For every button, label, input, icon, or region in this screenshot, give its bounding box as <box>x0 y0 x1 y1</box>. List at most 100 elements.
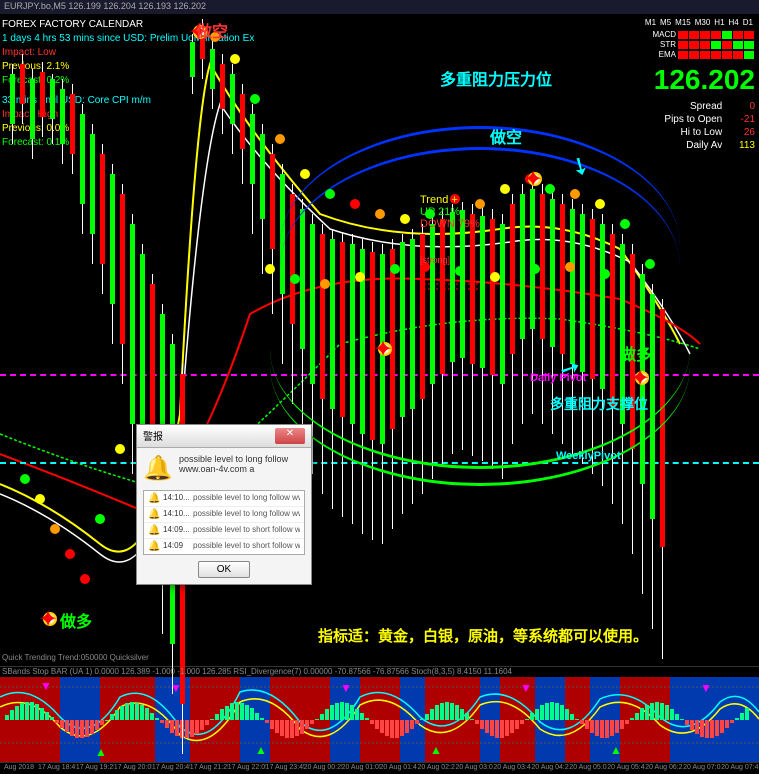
time-tick: 17 Aug 19:25 <box>76 763 114 774</box>
histogram-bar <box>205 720 209 725</box>
histogram-bar <box>505 720 509 736</box>
oscillator-panel[interactable]: SBands Stop BAR (UA 1) 0.0000 126.389 -1… <box>0 666 759 762</box>
histogram-bar <box>545 703 549 720</box>
signal-dot <box>115 444 125 454</box>
indicator-arrow-icon: ▲ <box>610 743 622 757</box>
histogram-bar <box>325 709 329 720</box>
popup-close-button[interactable]: ✕ <box>275 428 305 444</box>
alert-list-item[interactable]: 🔔14:09...possible level to short follow … <box>144 523 304 539</box>
time-tick: 20 Aug 02:25 <box>417 763 455 774</box>
histogram-bar <box>330 705 334 720</box>
popup-alert-list[interactable]: 🔔14:10...possible level to long follow w… <box>143 490 305 555</box>
histogram-bar <box>670 709 674 720</box>
alert-list-item[interactable]: 🔔14:10...possible level to long follow w… <box>144 491 304 507</box>
main-chart[interactable]: FOREX FACTORY CALENDAR 1 days 4 hrs 53 m… <box>0 14 759 664</box>
histogram-bar <box>700 720 704 736</box>
histogram-bar <box>650 703 654 720</box>
signal-dot <box>565 262 575 272</box>
signal-dot <box>50 524 60 534</box>
signal-dot <box>570 189 580 199</box>
histogram-bar <box>590 720 594 733</box>
alert-popup[interactable]: 警报 ✕ 🔔 possible level to long follow www… <box>136 424 312 585</box>
bell-small-icon: 🔔 <box>148 541 160 552</box>
histogram-bar <box>290 720 294 738</box>
annotation-long-bot: 做多 <box>620 341 652 365</box>
bell-small-icon: 🔔 <box>148 493 160 504</box>
histogram-bar <box>680 719 684 720</box>
histogram-bar <box>295 720 299 736</box>
histogram-bar <box>380 720 384 733</box>
histogram-bar <box>320 714 324 720</box>
histogram-bar <box>705 720 709 738</box>
signal-dot <box>350 199 360 209</box>
time-tick: 20 Aug 01:45 <box>380 763 418 774</box>
signal-dot <box>355 272 365 282</box>
histogram-bar <box>595 720 599 736</box>
histogram-bar <box>210 719 214 720</box>
histogram-bar <box>10 710 14 720</box>
histogram-bar <box>450 703 454 720</box>
alert-list-item[interactable]: 🔔14:09possible level to short follow www… <box>144 539 304 554</box>
histogram-bar <box>660 703 664 720</box>
histogram-bar <box>70 720 74 736</box>
histogram-bar <box>410 720 414 729</box>
signal-dot <box>265 264 275 274</box>
trend-info: Trend + UP 21% DOWN 79% [strong] <box>420 194 480 265</box>
indicator-arrow-icon: ▼ <box>520 681 532 695</box>
alert-list-item[interactable]: 🔔14:10...possible level to long follow w… <box>144 507 304 523</box>
histogram-bar <box>420 719 424 720</box>
histogram-bar <box>350 705 354 720</box>
bell-small-icon: 🔔 <box>148 525 160 536</box>
signal-dot <box>545 184 555 194</box>
histogram-bar <box>675 714 679 720</box>
histogram-bar <box>315 719 319 720</box>
histogram-bar <box>25 702 29 720</box>
histogram-bar <box>140 705 144 720</box>
title-bar: EURJPY.bo,M5 126.199 126.204 126.193 126… <box>0 0 759 14</box>
histogram-bar <box>370 720 374 724</box>
histogram-bar <box>195 720 199 734</box>
histogram-bar <box>725 720 729 728</box>
histogram-bar <box>630 718 634 720</box>
annotation-resistance: 多重阻力压力位 <box>440 66 552 90</box>
histogram-bar <box>525 719 529 721</box>
popup-message: possible level to long follow www.oan-4v… <box>179 454 305 474</box>
time-tick: 20 Aug 06:25 <box>645 763 683 774</box>
signal-dot <box>80 574 90 584</box>
signal-dot <box>620 219 630 229</box>
time-tick: 17 Aug 21:25 <box>190 763 228 774</box>
histogram-bar <box>55 720 59 723</box>
sun-marker-icon <box>525 169 545 189</box>
time-tick: 17 Aug 23:45 <box>266 763 304 774</box>
histogram-bar <box>150 713 154 720</box>
trend-strong: [strong] <box>420 255 480 265</box>
histogram-bar <box>130 702 134 720</box>
histogram-bar <box>585 720 589 729</box>
histogram-bar <box>280 720 284 736</box>
histogram-bar <box>355 709 359 720</box>
annotation-support: 多重阻力支撑位 <box>550 394 648 414</box>
time-tick: 20 Aug 03:45 <box>493 763 531 774</box>
histogram-bar <box>665 705 669 720</box>
histogram-bar <box>215 714 219 720</box>
histogram-bar <box>50 717 54 720</box>
histogram-bar <box>335 703 339 720</box>
histogram-bar <box>145 708 149 720</box>
histogram-bar <box>715 720 719 736</box>
histogram-bar <box>45 712 49 720</box>
histogram-bar <box>175 720 179 736</box>
popup-titlebar[interactable]: 警报 ✕ <box>137 425 311 448</box>
histogram-bar <box>240 703 244 720</box>
signal-dot <box>250 94 260 104</box>
histogram-bar <box>620 720 624 729</box>
histogram-bar <box>500 720 504 738</box>
histogram-bar <box>385 720 389 736</box>
popup-ok-button[interactable]: OK <box>198 561 250 578</box>
time-tick: 20 Aug 07:05 <box>683 763 721 774</box>
histogram-bar <box>405 720 409 733</box>
signal-dot <box>600 269 610 279</box>
support-arc-outer <box>270 246 690 486</box>
time-tick: 17 Aug 20:05 <box>114 763 152 774</box>
histogram-bar <box>60 720 64 728</box>
histogram-bar <box>425 714 429 720</box>
